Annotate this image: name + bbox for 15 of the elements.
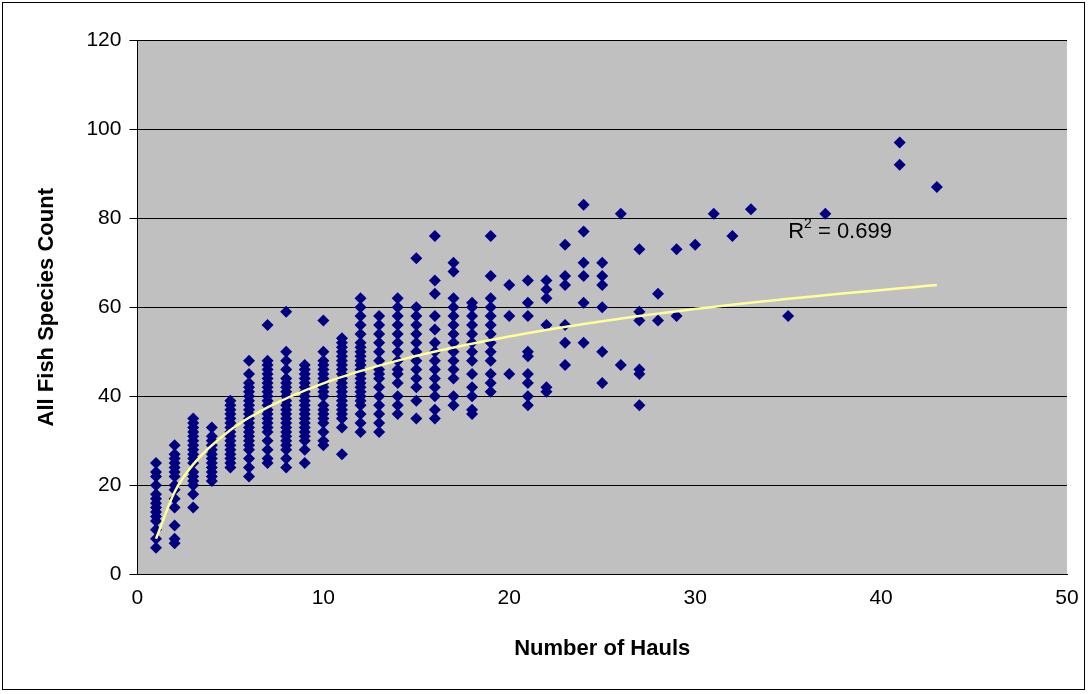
y-tick-label: 80 (98, 204, 122, 228)
x-tick-label: 40 (869, 584, 893, 608)
y-tick-label: 120 (86, 26, 122, 50)
x-axis-title: Number of Hauls (514, 634, 691, 660)
x-tick-label: 0 (131, 584, 144, 608)
y-tick-label: 0 (109, 561, 122, 585)
y-axis-title: All Fish Species Count (33, 187, 59, 427)
y-tick-label: 40 (98, 383, 122, 407)
y-tick-label: 60 (98, 294, 122, 317)
x-tick-label: 10 (311, 584, 336, 608)
x-tick-label: 50 (1055, 584, 1079, 608)
x-tick-label: 30 (683, 584, 707, 608)
y-tick-label: 20 (98, 472, 122, 496)
y-tick-label: 100 (86, 115, 122, 139)
x-tick-label: 20 (497, 584, 521, 608)
